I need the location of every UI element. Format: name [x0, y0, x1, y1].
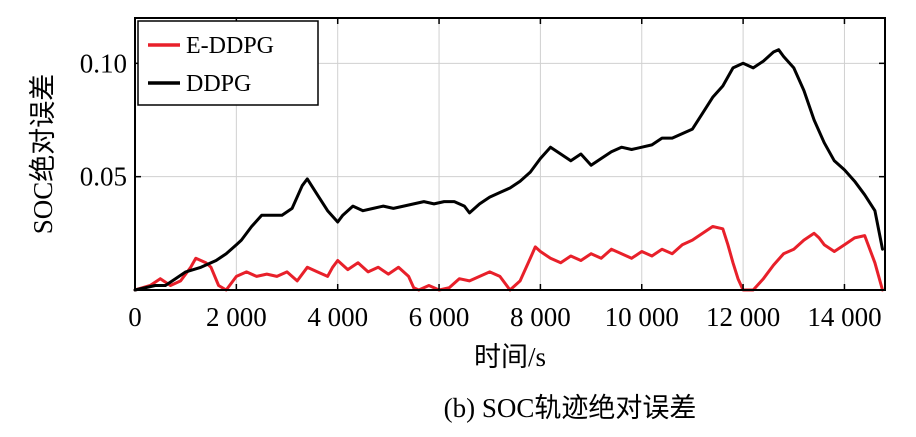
y-tick-label: 0.10 [80, 48, 127, 78]
series-line-ddpg [133, 48, 884, 292]
y-tick-label: 0.05 [80, 162, 127, 192]
legend: E-DDPG DDPG [137, 20, 319, 106]
x-tick-label: 10 000 [605, 302, 679, 332]
x-tick-label: 8 000 [510, 302, 571, 332]
x-tick-label: 2 000 [206, 302, 267, 332]
x-tick-label: 4 000 [307, 302, 368, 332]
x-axis-title: 时间/s [474, 342, 546, 372]
x-tick-label: 0 [128, 302, 142, 332]
tick-labels: 0 2 000 4 000 6 000 8 000 10 000 12 000 14 000 0… [80, 48, 882, 332]
tick-marks [134, 18, 885, 290]
series-layer [133, 48, 884, 292]
legend-label: DDPG [186, 71, 251, 97]
legend-box [137, 20, 319, 106]
y-axis-title: SOC绝对误差 [28, 74, 58, 235]
x-tick-label: 14 000 [807, 302, 881, 332]
x-tick-label: 12 000 [706, 302, 780, 332]
x-tick-label: 6 000 [409, 302, 470, 332]
legend-label: E-DDPG [186, 33, 274, 59]
plot-frame [134, 17, 886, 291]
figure-caption: (b) SOC轨迹绝对误差 [444, 393, 697, 423]
series-line-e-ddpg [133, 225, 884, 292]
